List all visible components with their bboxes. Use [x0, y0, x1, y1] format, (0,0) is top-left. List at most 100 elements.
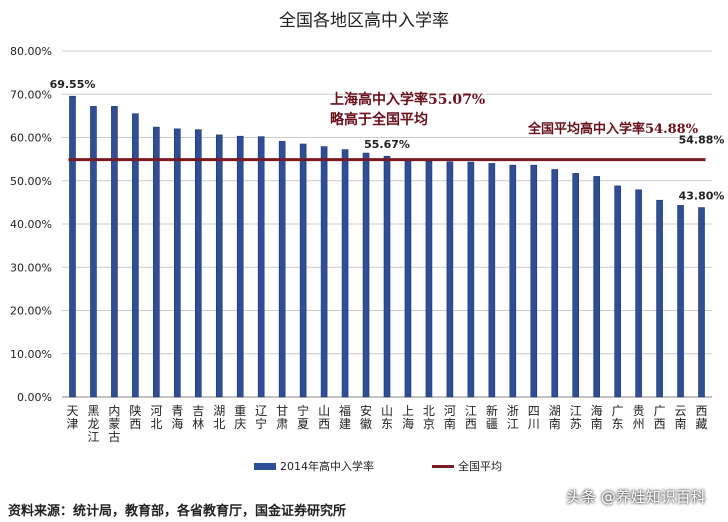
- x-tick-label: 青: [171, 404, 183, 418]
- legend-swatch-bar: [254, 462, 276, 470]
- x-tick-label: 甘: [276, 404, 288, 418]
- bar-广西: [656, 199, 663, 398]
- bar-河北: [153, 126, 160, 398]
- y-tick-label: 0.00%: [17, 391, 52, 404]
- bar-西藏: [698, 207, 705, 398]
- chart-title: 全国各地区高中入学率: [279, 11, 449, 31]
- bar-内蒙古: [111, 106, 118, 398]
- legend-item-bar: 2014年高中入学率: [254, 458, 374, 474]
- average-annotation: 全国平均高中入学率54.88%: [528, 122, 699, 137]
- x-tick-label: 陕: [129, 403, 141, 418]
- x-tick-label: 京: [423, 417, 435, 431]
- x-tick-label: 龙: [87, 417, 99, 431]
- x-tick-label: 建: [339, 417, 351, 431]
- x-tick-label: 津: [66, 417, 78, 431]
- x-tick-label: 庆: [234, 417, 246, 431]
- x-tick-label: 南: [591, 416, 603, 431]
- x-tick-label: 肃: [276, 417, 288, 431]
- x-tick-label: 海: [402, 416, 414, 431]
- bar-江苏: [572, 173, 580, 398]
- x-tick-label: 重: [234, 404, 246, 418]
- y-tick-label: 40.00%: [10, 218, 52, 231]
- data-label: 54.88%: [679, 134, 725, 147]
- x-tick-label: 川: [528, 417, 540, 431]
- x-tick-label: 宁: [255, 416, 267, 431]
- data-label: 55.67%: [364, 138, 410, 151]
- x-tick-label: 山: [318, 404, 330, 418]
- x-tick-label: 江: [507, 417, 519, 431]
- x-tick-label: 湖: [549, 403, 561, 418]
- x-tick-label: 古: [108, 429, 120, 444]
- x-tick-label: 广: [612, 404, 624, 418]
- x-tick-label: 南: [675, 416, 687, 431]
- x-tick-label: 北: [213, 417, 225, 431]
- x-tick-label: 北: [423, 404, 435, 418]
- x-tick-label: 广: [654, 404, 666, 418]
- x-tick-label: 西: [129, 417, 141, 431]
- legend-label: 全国平均: [458, 460, 502, 473]
- bar-山西: [320, 146, 328, 398]
- y-tick-label: 50.00%: [10, 175, 52, 188]
- bar-宁夏: [299, 143, 307, 398]
- bar-上海: [404, 158, 412, 398]
- x-tick-label: 州: [633, 417, 645, 431]
- y-tick-label: 60.00%: [10, 132, 52, 145]
- x-tick-label: 南: [444, 416, 456, 431]
- bar-浙江: [509, 164, 517, 398]
- x-tick-label: 南: [549, 416, 561, 431]
- y-tick-label: 10.00%: [10, 348, 52, 361]
- bar-天津: [69, 95, 76, 398]
- x-tick-label: 浙: [507, 404, 519, 418]
- x-tick-label: 北: [150, 417, 162, 431]
- x-tick-label: 徽: [360, 416, 372, 431]
- x-tick-label: 林: [192, 417, 204, 431]
- x-tick-label: 苏: [570, 417, 582, 431]
- y-tick-label: 70.00%: [10, 88, 52, 101]
- x-tick-label: 四: [528, 404, 540, 418]
- x-tick-label: 福: [339, 403, 351, 418]
- x-tick-label: 西: [318, 417, 330, 431]
- legend-swatch-line: [432, 464, 454, 468]
- x-tick-label: 江: [465, 404, 477, 418]
- watermark: 头条 @养娃知识百科: [566, 488, 706, 506]
- bar-湖南: [551, 169, 559, 398]
- bar-黑龙江: [90, 106, 97, 398]
- x-tick-label: 河: [444, 404, 456, 418]
- x-tick-label: 新: [486, 403, 498, 418]
- x-tick-label: 西: [654, 417, 666, 431]
- bar-四川: [530, 164, 538, 398]
- bar-山东: [383, 155, 391, 398]
- source-note: 资料来源：统计局，教育部，各省教育厅，国金证券研究所: [8, 504, 347, 519]
- x-tick-label: 天: [66, 404, 78, 418]
- x-tick-label: 蒙: [108, 417, 120, 431]
- legend-label: 2014年高中入学率: [280, 460, 374, 473]
- bar-北京: [425, 160, 433, 398]
- bar-新疆: [488, 163, 496, 398]
- bar-贵州: [635, 189, 642, 398]
- bar-重庆: [236, 135, 244, 398]
- bar-河南: [446, 161, 454, 398]
- x-tick-label: 辽: [255, 404, 267, 418]
- x-tick-label: 东: [612, 417, 624, 431]
- bar-吉林: [194, 129, 202, 398]
- x-tick-label: 内: [108, 404, 120, 418]
- x-tick-label: 夏: [297, 417, 309, 431]
- annotation-line-1: 上海高中入学率55.07%: [330, 92, 486, 108]
- x-tick-label: 贵: [633, 404, 645, 418]
- x-tick-label: 宁: [297, 403, 309, 418]
- x-tick-label: 湖: [213, 403, 225, 418]
- y-tick-label: 20.00%: [10, 305, 52, 318]
- bar-海南: [593, 176, 600, 398]
- x-tick-label: 江: [87, 430, 99, 444]
- y-tick-label: 80.00%: [10, 45, 52, 58]
- x-tick-label: 藏: [696, 417, 708, 431]
- legend-item-line: 全国平均: [432, 458, 502, 474]
- x-tick-label: 海: [591, 403, 603, 418]
- x-tick-label: 海: [171, 416, 183, 431]
- bar-陕西: [132, 113, 139, 398]
- bar-云南: [677, 205, 684, 398]
- x-tick-label: 疆: [486, 417, 498, 431]
- x-tick-label: 东: [381, 417, 393, 431]
